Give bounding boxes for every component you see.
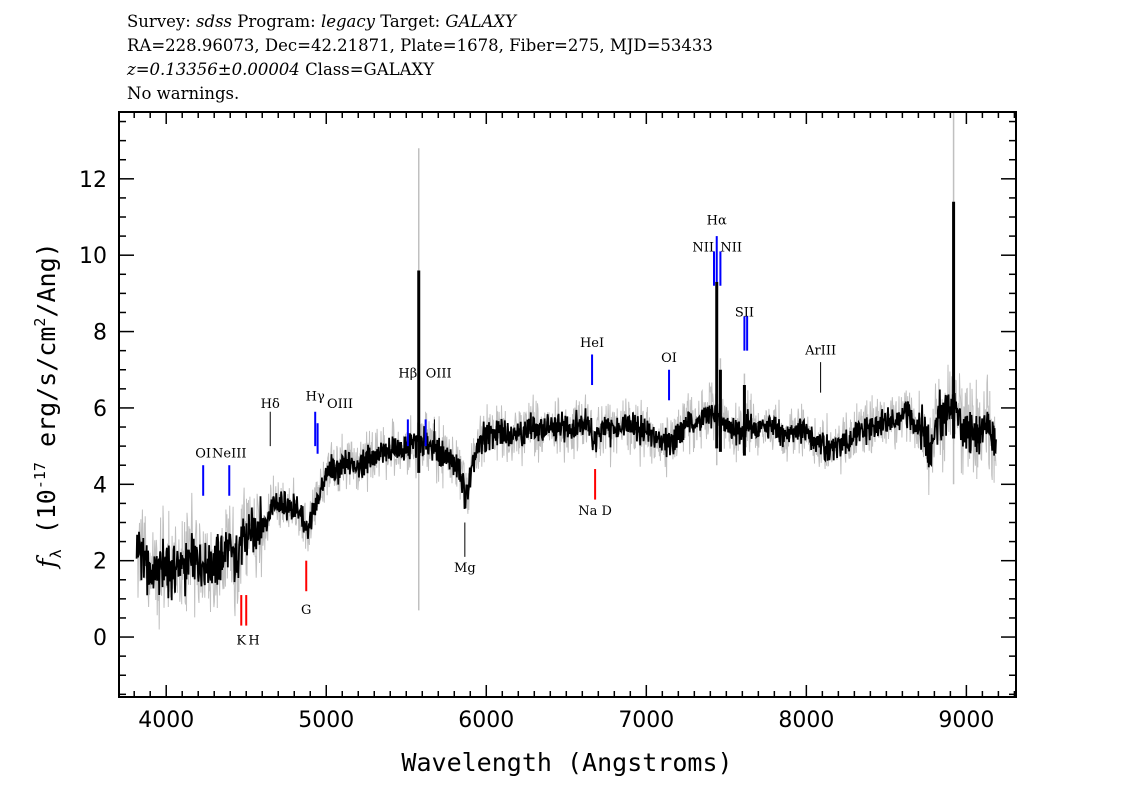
program-label: Program: — [237, 12, 316, 31]
y-label-exponent: -17 — [31, 462, 49, 489]
y-label-open: (10 — [32, 489, 61, 549]
header-warnings: No warnings. — [127, 84, 240, 103]
line-label: Mg — [454, 561, 476, 576]
target-value: GALAXY — [445, 12, 517, 31]
line-label: SII — [735, 305, 754, 320]
x-tick-label: 9000 — [938, 708, 994, 733]
line-label: OIII — [327, 397, 353, 412]
survey-value: sdss — [196, 12, 233, 31]
raw-spectrum-layer — [136, 112, 997, 630]
y-tick-label: 12 — [79, 168, 107, 193]
x-tick-label: 6000 — [458, 708, 514, 733]
y-label-lambda: λ — [47, 549, 65, 558]
x-tick-label: 5000 — [298, 708, 354, 733]
line-label: G — [301, 603, 311, 618]
line-label: H — [248, 634, 259, 649]
y-label-f: f — [32, 555, 61, 570]
y-label-units: erg/s/cm — [32, 327, 61, 462]
line-label: HeI — [580, 336, 604, 351]
line-label: OIII — [426, 366, 452, 381]
y-axis-title: fλ (10-17 erg/s/cm2/Ang) — [31, 242, 65, 569]
header-line-redshift: z=0.13356±0.00004 Class=GALAXY — [127, 58, 713, 82]
spectrum-header: Survey: sdss Program: legacy Target: GAL… — [127, 10, 713, 106]
line-label: OI — [195, 447, 211, 462]
line-label: Hδ — [261, 397, 280, 412]
y-label-exponent2: 2 — [31, 318, 49, 327]
line-label: Hγ — [306, 389, 325, 404]
y-tick-label: 6 — [93, 397, 107, 422]
y-tick-label: 8 — [93, 321, 107, 346]
header-line-coordinates: RA=228.96073, Dec=42.21871, Plate=1678, … — [127, 36, 713, 55]
class-value: Class=GALAXY — [305, 60, 435, 79]
line-label: NII — [720, 240, 742, 255]
y-tick-label: 10 — [79, 244, 107, 269]
line-label: NeIII — [212, 447, 246, 462]
line-label: NII — [692, 240, 714, 255]
x-tick-label: 4000 — [138, 708, 194, 733]
line-label: K — [236, 634, 246, 649]
line-label: Hβ — [398, 366, 417, 381]
line-label: OI — [661, 351, 677, 366]
header-line-survey: Survey: sdss Program: legacy Target: GAL… — [127, 10, 713, 34]
line-label: Na D — [578, 504, 612, 519]
survey-label: Survey: — [127, 12, 191, 31]
target-label: Target: — [380, 12, 441, 31]
smoothed-flux-line — [135, 389, 997, 601]
x-tick-label: 7000 — [618, 708, 674, 733]
line-label: Hα — [707, 214, 727, 229]
x-axis-title: Wavelength (Angstroms) — [401, 748, 732, 777]
program-value: legacy — [320, 12, 375, 31]
y-tick-label: 0 — [93, 626, 107, 651]
axis-ticks: 4000 5000 6000 7000 8000 9000 0 2 4 6 8 10 12 — [79, 112, 1016, 733]
y-tick-label: 4 — [93, 473, 107, 498]
line-label: ArIII — [804, 343, 836, 358]
y-tick-label: 2 — [93, 550, 107, 575]
x-tick-label: 8000 — [778, 708, 834, 733]
smoothed-spectrum-layer — [135, 201, 997, 601]
redshift-value: z=0.13356±0.00004 — [127, 60, 300, 79]
y-label-end: /Ang) — [32, 242, 61, 317]
plot-frame — [118, 111, 1017, 698]
